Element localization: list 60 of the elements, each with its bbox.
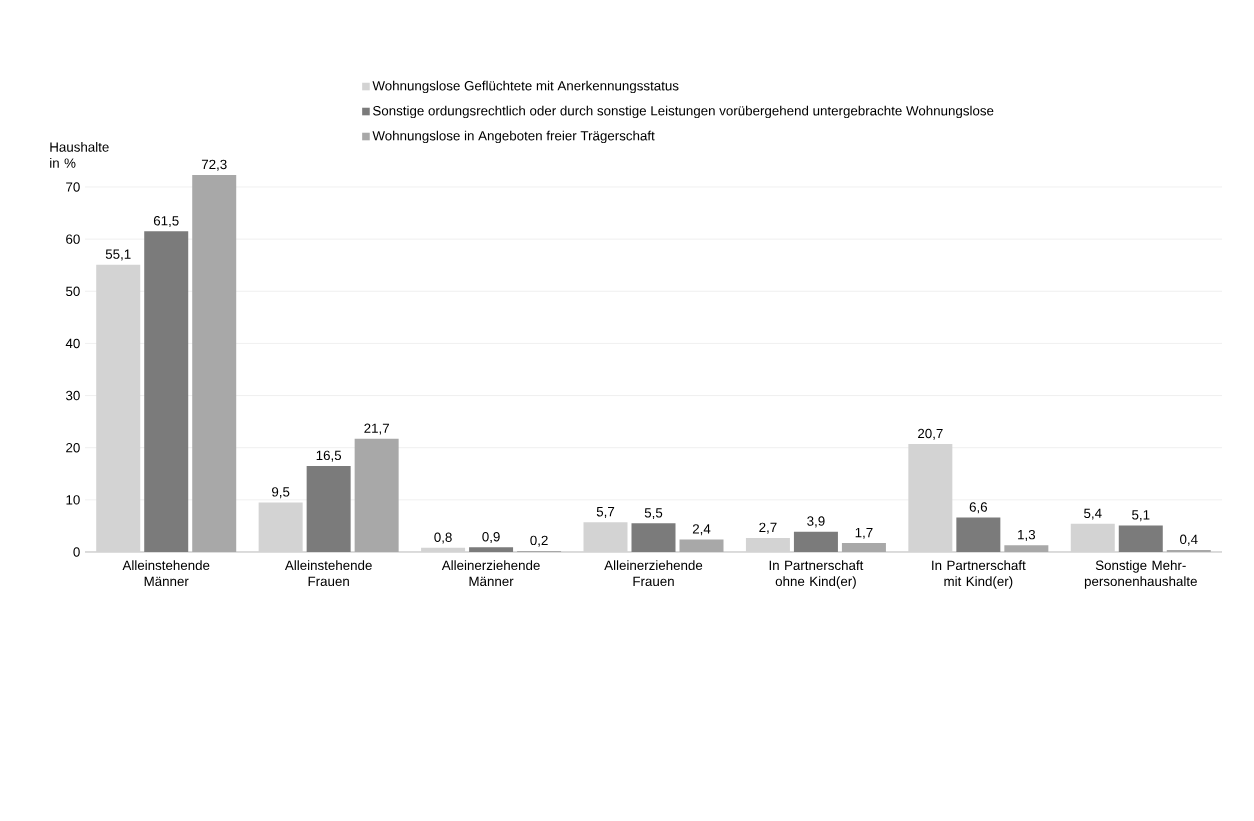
bar xyxy=(1166,549,1211,552)
bar xyxy=(258,502,303,552)
data-label: 5,4 xyxy=(1084,508,1102,520)
bar xyxy=(956,517,1001,552)
data-label: 55,1 xyxy=(105,249,131,261)
y-tick-label: 0 xyxy=(73,547,80,557)
y-tick-label: 70 xyxy=(66,182,80,192)
bar xyxy=(306,465,351,552)
data-label: 0,2 xyxy=(530,535,548,547)
data-label: 20,7 xyxy=(918,428,943,440)
bar xyxy=(469,547,514,552)
bar xyxy=(144,231,189,552)
data-label: 2,4 xyxy=(692,524,711,536)
x-tick-label: In Partnerschaft mit Kind(er) xyxy=(932,560,1026,589)
data-label: 0,4 xyxy=(1180,534,1198,546)
bar xyxy=(354,438,399,552)
y-tick-label: 50 xyxy=(66,286,80,296)
y-tick-label: 10 xyxy=(66,495,80,505)
bar xyxy=(631,523,676,552)
bar xyxy=(679,539,724,552)
legend-label: Wohnungslose in Angeboten freier Trägerschaft xyxy=(372,130,655,144)
data-label: 1,3 xyxy=(1018,529,1036,541)
data-label: 5,7 xyxy=(596,507,615,519)
bar xyxy=(793,531,838,552)
data-label: 6,6 xyxy=(969,502,988,514)
x-tick-label: Sonstige Mehr-personenhaushalte xyxy=(1084,560,1197,589)
data-label: 9,5 xyxy=(272,487,290,499)
data-label: 0,8 xyxy=(434,532,452,544)
bar xyxy=(841,543,886,552)
bar xyxy=(908,444,953,552)
data-label: 21,7 xyxy=(364,423,389,435)
data-label: 2,7 xyxy=(759,522,777,534)
y-tick-label: 30 xyxy=(65,390,80,401)
bar xyxy=(583,522,628,552)
y-tick-label: 40 xyxy=(65,338,80,349)
x-tick-label: In Partnerschaft ohne Kind(er) xyxy=(769,560,864,589)
data-label: 1,7 xyxy=(855,527,873,539)
bar xyxy=(1004,545,1049,552)
x-tick-label: Alleinstehende Männer xyxy=(122,560,210,587)
data-label: 5,5 xyxy=(644,508,663,520)
y-tick-label: 20 xyxy=(66,442,80,453)
bar xyxy=(1118,525,1163,552)
x-tick-label: Alleinerziehende Männer xyxy=(441,560,540,587)
data-label: 5,1 xyxy=(1132,510,1150,522)
data-label: 0,9 xyxy=(482,532,500,544)
bar xyxy=(745,537,790,552)
x-tick-label: Alleinstehende Frauen xyxy=(284,560,372,587)
bar xyxy=(421,547,466,552)
y-axis-title: Haushalte in % xyxy=(50,141,109,168)
legend-label: Wohnungslose Geflüchtete mit Anerkennungsstatus xyxy=(372,80,679,94)
data-label: 3,9 xyxy=(807,516,825,528)
bar xyxy=(96,264,141,552)
data-label: 72,3 xyxy=(201,159,227,171)
y-tick-label: 60 xyxy=(66,234,80,244)
data-label: 16,5 xyxy=(316,450,342,462)
x-tick-label: Alleinerziehende Frauen xyxy=(604,560,703,587)
bar xyxy=(192,175,237,552)
bar xyxy=(1070,523,1115,552)
legend-label: Sonstige ordungsrechtlich oder durch sonstige Leistungen vorübergehend untergebrachte Wohnungslose xyxy=(373,105,994,119)
data-label: 61,5 xyxy=(153,216,179,228)
